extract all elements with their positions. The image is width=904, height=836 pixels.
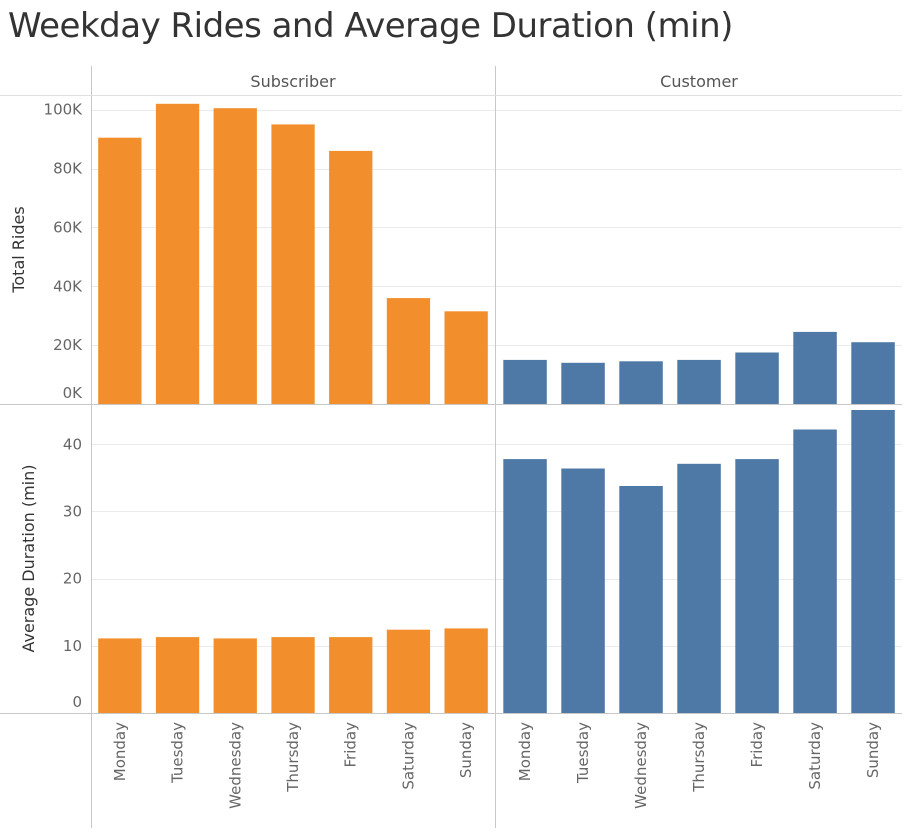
x-category-label: Friday [748, 722, 766, 768]
bar-customer-tuesday [561, 362, 605, 404]
y-tick-label: 0 [72, 693, 82, 711]
x-category-label: Thursday [284, 722, 302, 793]
bar-subscriber-saturday [386, 298, 431, 404]
x-category-label: Tuesday [574, 722, 592, 784]
bar-subscriber-friday [329, 637, 373, 713]
bar-subscriber-thursday [271, 124, 315, 405]
x-category-label: Friday [342, 722, 360, 768]
bar-customer-friday [735, 352, 779, 404]
bar-subscriber-wednesday [213, 638, 257, 713]
y-tick-label: 20 [63, 570, 82, 588]
y-tick-label: 20K [53, 336, 83, 354]
x-category-label: Monday [111, 722, 129, 781]
y-axis-title: Average Duration (min) [19, 464, 38, 652]
bar-customer-thursday [677, 359, 721, 404]
bar-customer-sunday [851, 342, 895, 404]
bar-customer-thursday [677, 463, 721, 713]
y-axis-title: Total Rides [9, 206, 28, 293]
x-category-label: Monday [516, 722, 534, 781]
bar-customer-saturday [793, 331, 837, 404]
x-category-label: Saturday [399, 722, 417, 790]
bar-customer-wednesday [619, 361, 663, 404]
x-category-label: Sunday [457, 722, 475, 778]
bar-customer-friday [735, 459, 779, 713]
bar-subscriber-saturday [386, 629, 431, 713]
bar-subscriber-sunday [444, 311, 488, 404]
bar-customer-saturday [793, 429, 837, 713]
x-category-label: Sunday [864, 722, 882, 778]
x-category-label: Wednesday [226, 722, 244, 809]
bar-customer-monday [503, 459, 547, 713]
chart-title: Weekday Rides and Average Duration (min) [8, 6, 733, 46]
bar-customer-sunday [851, 410, 895, 713]
bar-customer-monday [503, 359, 547, 404]
column-header-subscriber: Subscriber [250, 72, 336, 91]
x-category-label: Tuesday [169, 722, 187, 784]
y-tick-label: 60K [53, 218, 83, 236]
bar-subscriber-monday [98, 638, 142, 713]
bar-subscriber-tuesday [155, 103, 200, 405]
bar-subscriber-wednesday [213, 108, 257, 404]
bar-customer-tuesday [561, 468, 605, 713]
bar-subscriber-tuesday [155, 637, 200, 713]
y-tick-label: 10 [63, 637, 82, 655]
x-category-label: Thursday [690, 722, 708, 793]
y-tick-label: 0K [63, 384, 84, 402]
y-tick-label: 80K [53, 160, 83, 178]
bar-subscriber-thursday [271, 637, 315, 713]
x-category-label: Wednesday [632, 722, 650, 809]
y-tick-label: 30 [63, 503, 82, 521]
y-tick-label: 40K [53, 277, 83, 295]
bar-subscriber-sunday [444, 628, 488, 713]
column-header-customer: Customer [660, 72, 738, 91]
y-tick-label: 40 [63, 435, 82, 453]
bar-subscriber-friday [329, 150, 373, 404]
bar-customer-wednesday [619, 486, 663, 713]
bar-subscriber-monday [98, 137, 142, 404]
y-tick-label: 100K [44, 101, 84, 119]
x-category-label: Saturday [806, 722, 824, 790]
